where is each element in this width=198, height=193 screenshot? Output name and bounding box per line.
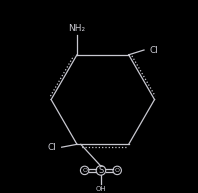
Text: NH₂: NH₂ [69,24,86,33]
Text: Cl: Cl [150,46,159,54]
Text: S: S [98,166,104,175]
Text: O: O [82,168,87,173]
Text: OH: OH [96,186,106,192]
Text: Cl: Cl [47,143,56,152]
Text: O: O [115,168,120,173]
